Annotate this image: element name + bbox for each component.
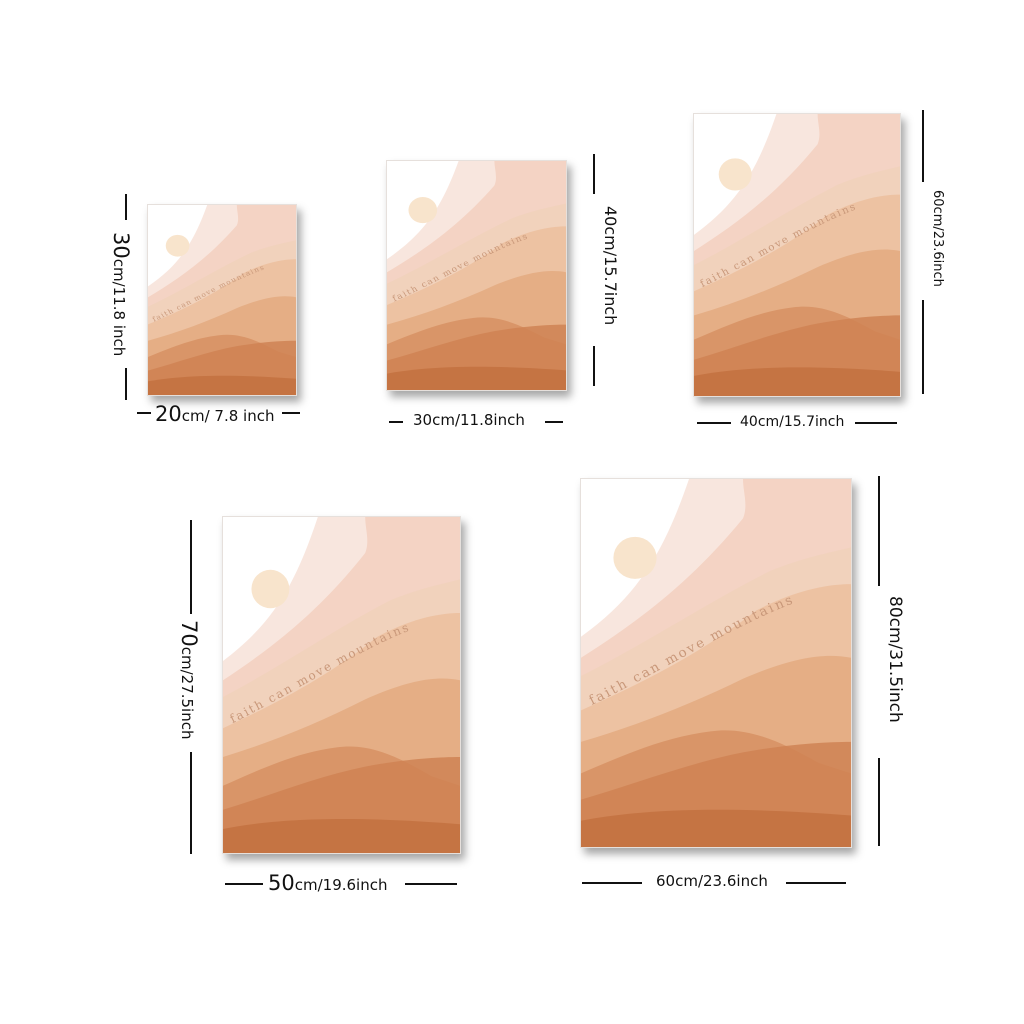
height-dimension-line — [125, 368, 127, 400]
height-unit: cm/27.5inch — [178, 646, 196, 740]
width-dimension-line — [389, 421, 403, 423]
mountain-artwork: faith can move mountains — [581, 479, 851, 847]
width-unit: cm/19.6inch — [294, 876, 388, 894]
height-dimension-line — [125, 194, 127, 220]
height-number: 30 — [109, 232, 133, 259]
poster-40x60: faith can move mountains — [693, 113, 901, 397]
width-label: 20cm/ 7.8 inch — [155, 404, 274, 425]
poster-60x80: faith can move mountains — [580, 478, 852, 848]
height-number: 70 — [177, 620, 201, 647]
width-label: 40cm/15.7inch — [740, 415, 844, 429]
height-unit: cm/11.8 inch — [110, 258, 128, 357]
width-label: 30cm/11.8inch — [413, 413, 525, 428]
width-unit: 40cm/15.7inch — [740, 414, 845, 430]
width-label: 60cm/23.6inch — [656, 874, 768, 889]
width-dimension-line — [405, 883, 457, 885]
height-dimension-line — [593, 346, 595, 386]
height-dimension-line — [922, 110, 924, 182]
width-dimension-line — [225, 883, 263, 885]
width-dimension-line — [137, 412, 151, 414]
poster-50x70: faith can move mountains — [222, 516, 461, 854]
width-dimension-line — [786, 882, 846, 884]
height-unit: 40cm/15.7inch — [601, 206, 620, 326]
height-dimension-line — [922, 300, 924, 394]
width-dimension-line — [582, 882, 642, 884]
height-label: 60cm/23.6inch — [930, 190, 945, 287]
width-unit: 60cm/23.6inch — [656, 872, 768, 890]
width-number: 20 — [155, 402, 182, 426]
height-dimension-line — [190, 752, 192, 854]
height-label: 70cm/27.5inch — [177, 620, 201, 740]
height-label: 40cm/15.7inch — [601, 206, 620, 326]
height-label: 30cm/11.8 inch — [109, 232, 133, 357]
mountain-artwork: faith can move mountains — [148, 205, 296, 395]
width-label: 50cm/19.6inch — [268, 873, 387, 894]
height-unit: 60cm/23.6inch — [930, 190, 945, 287]
height-unit: 80cm/31.5inch — [885, 596, 905, 723]
height-dimension-line — [878, 476, 880, 586]
width-dimension-line — [282, 412, 300, 414]
width-unit: cm/ 7.8 inch — [181, 407, 275, 425]
mountain-artwork: faith can move mountains — [223, 517, 460, 853]
height-dimension-line — [593, 154, 595, 194]
height-dimension-line — [190, 520, 192, 614]
height-label: 80cm/31.5inch — [885, 596, 905, 723]
mountain-artwork: faith can move mountains — [387, 161, 566, 390]
width-dimension-line — [855, 422, 897, 424]
poster-30x40: faith can move mountains — [386, 160, 567, 391]
width-dimension-line — [697, 422, 731, 424]
poster-20x30: faith can move mountains — [147, 204, 297, 396]
height-dimension-line — [878, 758, 880, 846]
width-unit: 30cm/11.8inch — [413, 411, 525, 429]
width-dimension-line — [545, 421, 563, 423]
mountain-artwork: faith can move mountains — [694, 114, 900, 396]
width-number: 50 — [268, 871, 295, 895]
